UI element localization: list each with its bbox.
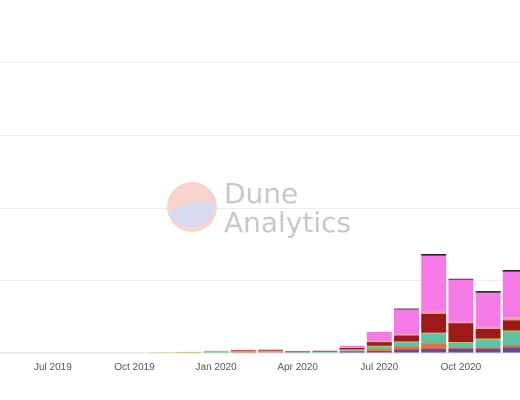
bar-sep-2020 <box>421 254 447 353</box>
bar-segment-series-2 <box>258 351 283 352</box>
bar-segment-series-2 <box>285 351 311 353</box>
bar-segment-series-3 <box>258 350 283 352</box>
bar-segment-series-6 <box>339 345 365 348</box>
bar-segment-series-4 <box>339 347 365 350</box>
x-axis-ticks: Jul 2019 Oct 2019 Jan 2020 Apr 2020 Jul 2020… <box>34 362 482 373</box>
watermark: Dune Analytics <box>167 177 351 239</box>
bar-segment-series-5 <box>475 326 501 329</box>
bar-segment-series-4 <box>448 323 474 343</box>
bar-segment-series-4 <box>258 350 283 351</box>
bar-segment-series-4 <box>394 335 419 342</box>
bar-segment-series-0 <box>339 351 365 353</box>
bar-segment-series-5 <box>366 340 392 343</box>
bar-segment-series-5 <box>421 311 447 314</box>
x-tick-label: Jan 2020 <box>196 362 238 373</box>
bar-segment-series-2 <box>502 331 520 345</box>
bar-segment-series-0 <box>448 348 474 353</box>
bar-segment-series-1 <box>366 348 392 351</box>
bar-segment-series-1 <box>475 347 501 349</box>
bar-aug-2020 <box>394 308 419 353</box>
bar-segment-series-3 <box>394 341 419 343</box>
bar-segment-series-1 <box>258 351 283 353</box>
bar-segment-series-4 <box>421 313 447 333</box>
bar-segment-series-3 <box>502 330 520 332</box>
bar-segment-series-0 <box>421 348 447 353</box>
bar-segment-series-4 <box>285 351 311 353</box>
bar-segment-series-5 <box>258 349 283 351</box>
watermark-word-dune: Dune <box>224 177 298 210</box>
bar-segment-series-1 <box>448 347 474 349</box>
bar-segment-series-2 <box>421 334 447 344</box>
bar-segment-series-5 <box>230 349 256 351</box>
bar-segment-series-7 <box>421 254 447 256</box>
watermark-word-analytics: Analytics <box>224 206 351 239</box>
bar-segment-series-0 <box>366 350 392 353</box>
x-tick-label: Oct 2020 <box>441 362 482 373</box>
bar-segment-series-6 <box>448 279 474 321</box>
bar-segment-series-0 <box>394 349 419 353</box>
bar-segment-series-4 <box>475 328 501 339</box>
bar-segment-series-3 <box>448 342 474 343</box>
bar-segment-series-4 <box>312 351 338 352</box>
bar-jun-2020 <box>339 345 365 353</box>
bar-segment-series-7 <box>448 278 474 280</box>
bar-mar-2020 <box>258 349 283 353</box>
bar-segment-series-6 <box>366 331 392 341</box>
bar-segment-series-1 <box>230 351 256 353</box>
bar-segment-series-5 <box>339 347 365 348</box>
bar-segment-series-3 <box>421 332 447 335</box>
bar-dec-2020 <box>502 270 520 353</box>
bar-segment-series-6 <box>394 309 419 335</box>
bar-segment-series-1 <box>339 350 365 352</box>
bar-segment-series-1 <box>394 346 419 350</box>
bar-jul-2020 <box>366 331 392 353</box>
bar-segment-series-6 <box>475 292 501 327</box>
bar-segment-series-3 <box>339 349 365 351</box>
bar-segment-series-3 <box>230 351 256 352</box>
bar-segment-series-5 <box>394 334 419 336</box>
bar-stack-group <box>0 254 520 354</box>
bar-segment-series-7 <box>502 270 520 272</box>
bar-segment-series-0 <box>475 348 501 353</box>
bar-segment-series-2 <box>394 342 419 347</box>
bar-segment-series-1 <box>502 345 520 348</box>
bar-segment-series-3 <box>176 351 202 353</box>
bar-segment-series-0 <box>502 347 520 353</box>
bar-segment-series-3 <box>366 345 392 347</box>
bar-segment-series-2 <box>230 351 256 353</box>
bar-segment-series-2 <box>339 350 365 351</box>
bar-segment-series-2 <box>203 351 229 353</box>
bar-segment-series-3 <box>203 351 229 353</box>
bar-segment-series-2 <box>448 342 474 348</box>
bar-segment-series-7 <box>394 308 419 310</box>
bar-segment-series-5 <box>285 350 311 352</box>
bar-segment-series-4 <box>502 320 520 331</box>
x-tick-label: Jul 2019 <box>34 362 72 373</box>
bar-segment-series-1 <box>421 343 447 349</box>
bar-segment-series-5 <box>448 320 474 324</box>
bar-segment-series-6 <box>421 255 447 312</box>
dune-logo-icon <box>167 182 217 232</box>
bar-segment-series-7 <box>475 291 501 293</box>
x-tick-label: Oct 2019 <box>114 362 155 373</box>
bar-oct-2020 <box>448 278 474 353</box>
bar-nov-2020 <box>475 291 501 353</box>
x-tick-label: Jul 2020 <box>360 362 398 373</box>
bar-segment-series-5 <box>203 350 229 352</box>
bar-segment-series-2 <box>475 339 501 348</box>
bar-segment-series-4 <box>366 342 392 346</box>
x-tick-label: Apr 2020 <box>277 362 318 373</box>
bar-segment-series-2 <box>312 351 338 353</box>
bar-segment-series-6 <box>502 271 520 318</box>
bar-segment-series-4 <box>230 350 256 352</box>
bar-segment-series-3 <box>475 338 501 340</box>
bar-segment-series-5 <box>312 350 338 352</box>
bar-segment-series-5 <box>502 317 520 321</box>
gridlines <box>0 62 520 281</box>
bar-segment-series-2 <box>366 346 392 349</box>
